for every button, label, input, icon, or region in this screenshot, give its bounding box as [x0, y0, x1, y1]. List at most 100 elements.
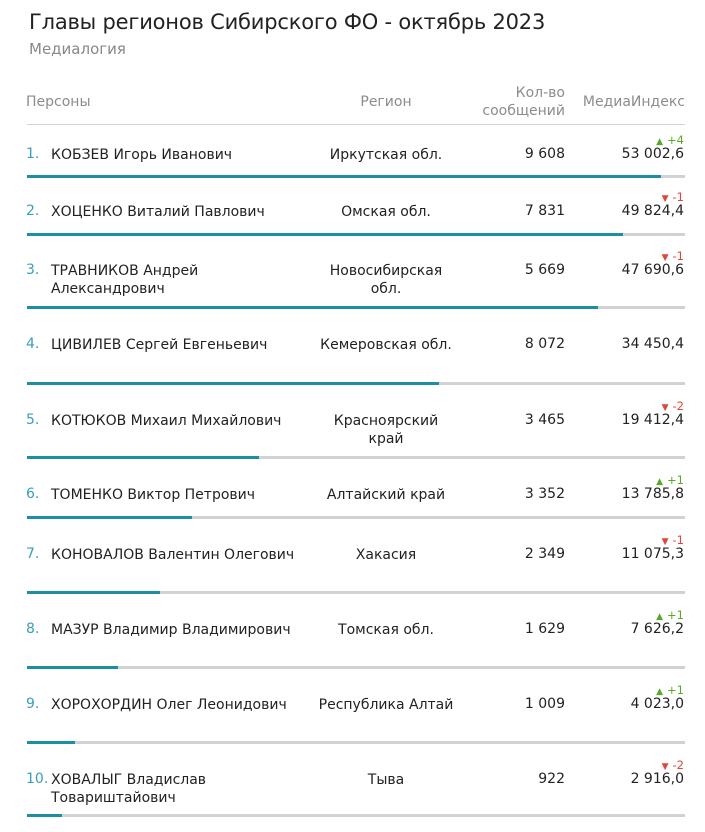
column-header-index: МедиаИндекс	[582, 94, 685, 110]
row-rank: 2.	[26, 203, 40, 219]
message-count: 1 009	[524, 696, 565, 712]
index-bar	[27, 814, 62, 817]
index-bar	[27, 306, 598, 309]
rank-change-badge: ▲ +4	[600, 134, 684, 148]
table-row: 4. ЦИВИЛЕВ Сергей Евгеньевич Кемеровская о…	[0, 318, 705, 387]
row-rank: 7.	[26, 546, 40, 562]
rank-change-value: -2	[672, 758, 684, 772]
index-bar-track	[27, 666, 685, 669]
row-rank: 10.	[26, 771, 49, 787]
rank-change-badge: ▼ -1	[600, 250, 684, 264]
index-bar-track	[27, 591, 685, 594]
triangle-down-icon: ▼	[661, 537, 669, 547]
message-count: 1 629	[524, 621, 565, 637]
media-index-value: 11 075,3	[621, 546, 684, 562]
table-row: 3. ТРАВНИКОВ Андрей Александрович Новосиби…	[0, 244, 705, 311]
rank-change-value: -1	[672, 533, 684, 547]
message-count: 3 465	[524, 412, 565, 428]
region-name: Омская обл.	[341, 204, 431, 220]
index-bar	[27, 666, 118, 669]
message-count: 8 072	[524, 336, 565, 352]
person-name: КОТЮКОВ Михаил Михайлович	[51, 413, 282, 429]
region-name: Красноярский край	[333, 413, 439, 447]
message-count: 9 608	[524, 146, 565, 162]
region-name: Алтайский край	[326, 487, 446, 503]
rank-change-value: -2	[672, 399, 684, 413]
person-name: МАЗУР Владимир Владимирович	[51, 622, 291, 638]
column-header-count-line1: Кол-во	[515, 85, 565, 101]
message-count: 922	[538, 771, 565, 787]
triangle-down-icon: ▼	[661, 253, 669, 263]
rank-change-badge: ▲ +1	[600, 684, 684, 698]
rank-change-value: -1	[672, 249, 684, 263]
index-bar-track	[27, 814, 685, 817]
triangle-down-icon: ▼	[661, 194, 669, 204]
table-row: 6. ТОМЕНКО Виктор Петрович Алтайский край 3…	[0, 468, 705, 521]
index-bar	[27, 516, 192, 519]
rank-change-badge: ▼ -1	[600, 534, 684, 548]
media-index-value: 53 002,6	[621, 146, 684, 162]
rank-change-badge: ▼ -2	[600, 759, 684, 773]
index-bar-track	[27, 456, 685, 459]
media-index-value: 4 023,0	[630, 696, 684, 712]
rank-change-value: -1	[672, 190, 684, 204]
region-name: Хакасия	[355, 547, 417, 563]
page-title: Главы регионов Сибирского ФО - октябрь 2…	[29, 10, 546, 34]
row-rank: 3.	[26, 262, 40, 278]
index-bar	[27, 233, 623, 236]
region-name: Иркутская обл.	[329, 147, 443, 163]
triangle-down-icon: ▼	[661, 403, 669, 413]
person-name: ХОЦЕНКО Виталий Павлович	[51, 204, 265, 220]
row-rank: 6.	[26, 486, 40, 502]
rank-change-badge: ▲ +1	[600, 609, 684, 623]
region-name: Томская обл.	[338, 622, 434, 638]
page-subtitle: Медиалогия	[29, 40, 126, 58]
region-name: Республика Алтай	[318, 697, 454, 713]
row-rank: 4.	[26, 336, 40, 352]
message-count: 2 349	[524, 546, 565, 562]
media-index-value: 47 690,6	[621, 262, 684, 278]
rank-change-value: +1	[667, 608, 684, 622]
index-bar	[27, 456, 259, 459]
triangle-up-icon: ▲	[656, 477, 664, 487]
region-name: Кемеровская обл.	[320, 337, 452, 353]
message-count: 5 669	[524, 262, 565, 278]
rank-change-badge: ▲ +1	[600, 474, 684, 488]
message-count: 7 831	[524, 203, 565, 219]
index-bar-track	[27, 382, 685, 385]
media-index-value: 19 412,4	[621, 412, 684, 428]
row-rank: 9.	[26, 696, 40, 712]
person-name: ЦИВИЛЕВ Сергей Евгеньевич	[51, 337, 268, 353]
person-name: ТОМЕНКО Виктор Петрович	[51, 487, 256, 503]
region-name: Новосибирская обл.	[329, 263, 443, 297]
rank-change-badge: ▼ -1	[600, 191, 684, 205]
index-bar-track	[27, 741, 685, 744]
rank-change-badge: ▼ -2	[600, 400, 684, 414]
table-row: 7. КОНОВАЛОВ Валентин Олегович Хакасия 2 34…	[0, 528, 705, 596]
rank-change-value: +4	[667, 133, 684, 147]
person-name: ХОВАЛЫГ Владислав Товариштайович	[51, 772, 207, 806]
table-row: 1. КОБЗЕВ Игорь Иванович Иркутская обл. 9 6…	[0, 128, 705, 180]
media-index-value: 13 785,8	[621, 486, 684, 502]
row-rank: 1.	[26, 146, 40, 162]
row-rank: 8.	[26, 621, 40, 637]
media-index-value: 34 450,4	[621, 336, 684, 352]
triangle-down-icon: ▼	[661, 762, 669, 772]
region-name: Тыва	[367, 772, 405, 788]
table-row: 8. МАЗУР Владимир Владимирович Томская обл…	[0, 603, 705, 671]
rank-change-value: +1	[667, 683, 684, 697]
person-name: ТРАВНИКОВ Андрей Александрович	[51, 263, 199, 297]
table-row: 5. КОТЮКОВ Михаил Михайлович Красноярский …	[0, 394, 705, 461]
triangle-up-icon: ▲	[656, 612, 664, 622]
index-bar	[27, 382, 439, 385]
table-row: 9. ХОРОХОРДИН Олег Леонидович Республика А…	[0, 678, 705, 746]
triangle-up-icon: ▲	[656, 687, 664, 697]
column-header-count: Кол-во сообщений	[455, 84, 565, 129]
message-count: 3 352	[524, 486, 565, 502]
index-bar-track	[27, 306, 685, 309]
column-header-count-line2: сообщений	[482, 103, 565, 119]
index-bar	[27, 175, 661, 178]
header-divider	[27, 124, 685, 125]
person-name: ХОРОХОРДИН Олег Леонидович	[51, 697, 287, 713]
media-index-value: 2 916,0	[630, 771, 684, 787]
